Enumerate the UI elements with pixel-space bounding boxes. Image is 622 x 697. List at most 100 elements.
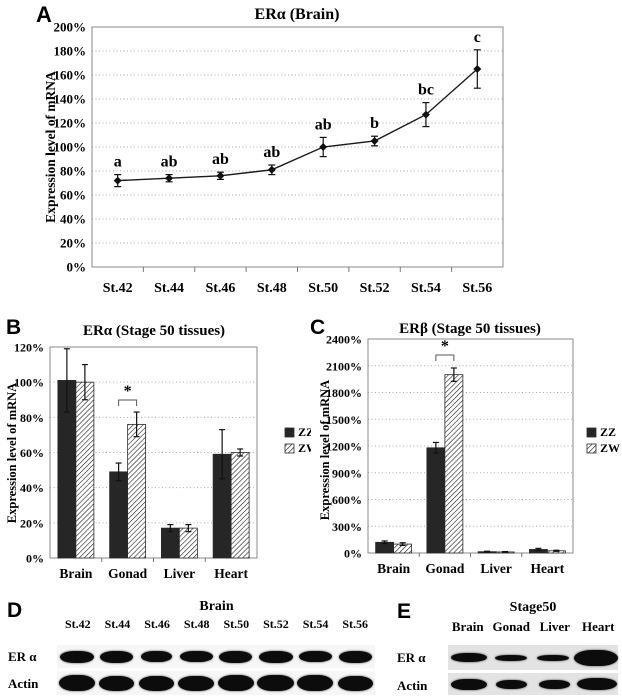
point-letter: bc: [418, 82, 434, 99]
y-tick-label: 2400%: [326, 333, 362, 347]
blot-band: [217, 675, 254, 691]
blot-lane: [176, 645, 216, 668]
blot-d-era-strip: [57, 645, 375, 668]
point-letter: ab: [212, 151, 229, 168]
y-tick-label: 300%: [332, 520, 362, 534]
y-tick-label: 20%: [60, 236, 86, 251]
y-tick-label: 60%: [20, 446, 44, 460]
lane-label: Gonad: [492, 619, 531, 634]
lane-label: St.48: [183, 617, 210, 631]
blot-band: [99, 675, 135, 691]
blot-d-lane-labels: St.42 St.44 St.46 St.48 St.50 St.52 St.54 St.56: [58, 617, 375, 632]
y-tick-label: 900%: [332, 466, 362, 480]
y-tick-label: 60%: [60, 188, 86, 203]
panel-e-label: E: [397, 600, 412, 623]
data-point: [165, 174, 174, 183]
chart-title: ERα (Stage 50 tissues): [83, 323, 225, 339]
blot-band: [179, 651, 213, 662]
y-tick-label: 0%: [67, 260, 87, 275]
x-category-label: Gonad: [108, 566, 148, 581]
bar-chart-erb-stage50-tissues: 0% 300% 600% 900% 1200% 1500% 1800% 2100% 2400% E…: [318, 321, 620, 576]
blot-band: [495, 654, 527, 661]
point-letter: ab: [161, 154, 178, 171]
blot-band: [100, 650, 134, 663]
y-tick-label: 1500%: [326, 413, 362, 427]
bar-chart-era-stage50-tissues: 0% 20% 40% 60% 80% 100% 120% ERα (Stage 50 tiss…: [5, 323, 311, 581]
y-tick-label: 120%: [54, 116, 87, 131]
x-category-label: St.46: [205, 281, 235, 296]
plot-border: [91, 26, 504, 268]
y-tick-label: 80%: [20, 411, 44, 425]
y-tick-label: 40%: [20, 481, 44, 495]
y-tick-label: 120%: [14, 341, 44, 355]
y-tick-label: 0%: [26, 552, 44, 566]
blot-lane: [97, 645, 137, 668]
data-point: [216, 171, 225, 180]
lane-label: St.54: [302, 617, 329, 631]
lane-label: Liver: [539, 619, 570, 634]
blot-band: [219, 650, 253, 663]
blot-band: [258, 650, 293, 663]
data-point: [113, 176, 122, 185]
legend-swatch: [586, 427, 597, 438]
x-category-label: Heart: [531, 561, 565, 576]
bar-zw-gonad: [127, 423, 147, 559]
x-category-label: St.54: [411, 281, 441, 296]
blot-lane: [490, 645, 532, 670]
x-category-label: St.50: [308, 281, 338, 296]
y-tick-label: 1800%: [326, 386, 362, 400]
y-tick-label: 180%: [54, 44, 87, 59]
blot-d-row-label-era: ER α: [8, 649, 37, 664]
data-line: [117, 68, 478, 182]
blot-lane: [533, 673, 576, 695]
panel-b-label: B: [6, 316, 22, 339]
legend-swatch: [284, 427, 295, 438]
blot-lane: [256, 645, 296, 668]
blot-d-row-label-actin: Actin: [8, 676, 39, 691]
y-tick-label: 100%: [54, 140, 87, 155]
blot-lane: [57, 645, 97, 668]
panel-d-label: D: [7, 599, 23, 622]
x-category-label: St.56: [462, 281, 492, 296]
panel-c-label: C: [310, 316, 326, 339]
blot-lane: [137, 645, 177, 668]
blot-e-title: Stage50: [509, 600, 557, 615]
blot-band: [58, 675, 95, 691]
y-tick-label: 0%: [344, 547, 362, 561]
blot-band: [338, 650, 372, 663]
data-point: [267, 165, 276, 174]
bar-zw-heart: [230, 452, 250, 559]
blot-band: [257, 675, 295, 691]
bar-zz-liver: [160, 527, 180, 559]
x-category-label: Heart: [214, 566, 248, 581]
x-category-label: Brain: [59, 566, 92, 581]
significance-star: *: [124, 383, 132, 400]
blot-lane: [491, 673, 534, 695]
blot-lane: [574, 645, 618, 670]
blot-lane: [296, 671, 336, 695]
y-tick-label: 80%: [60, 164, 86, 179]
x-category-label: Liver: [164, 566, 196, 581]
y-axis-label: Expression level of mRNA: [318, 380, 332, 520]
bar-zw-liver: [178, 527, 198, 559]
blot-d-title: Brain: [199, 599, 234, 614]
point-letter: b: [370, 115, 379, 132]
bar-zw-brain: [75, 381, 95, 559]
blot-band: [178, 675, 215, 691]
chart-title: ERα (Brain): [255, 6, 340, 23]
y-tick-label: 160%: [54, 68, 87, 83]
legend-label: ZZ: [298, 425, 311, 439]
y-tick-label: 100%: [14, 376, 44, 390]
y-axis-label: Expression level of mRNA: [43, 71, 58, 223]
blot-band: [298, 651, 332, 662]
blot-e-lane-labels: Brain Gonad Liver Heart: [446, 619, 620, 635]
y-tick-label: 20%: [20, 516, 44, 530]
data-point: [370, 137, 379, 145]
bar-zw-gonad: [444, 374, 464, 554]
x-category-label: Liver: [480, 561, 512, 576]
blot-band: [451, 678, 488, 690]
data-point: [319, 143, 328, 151]
bar-zz-gonad: [109, 471, 129, 559]
lane-label: St.44: [104, 617, 131, 631]
lane-label: St.56: [342, 617, 369, 631]
